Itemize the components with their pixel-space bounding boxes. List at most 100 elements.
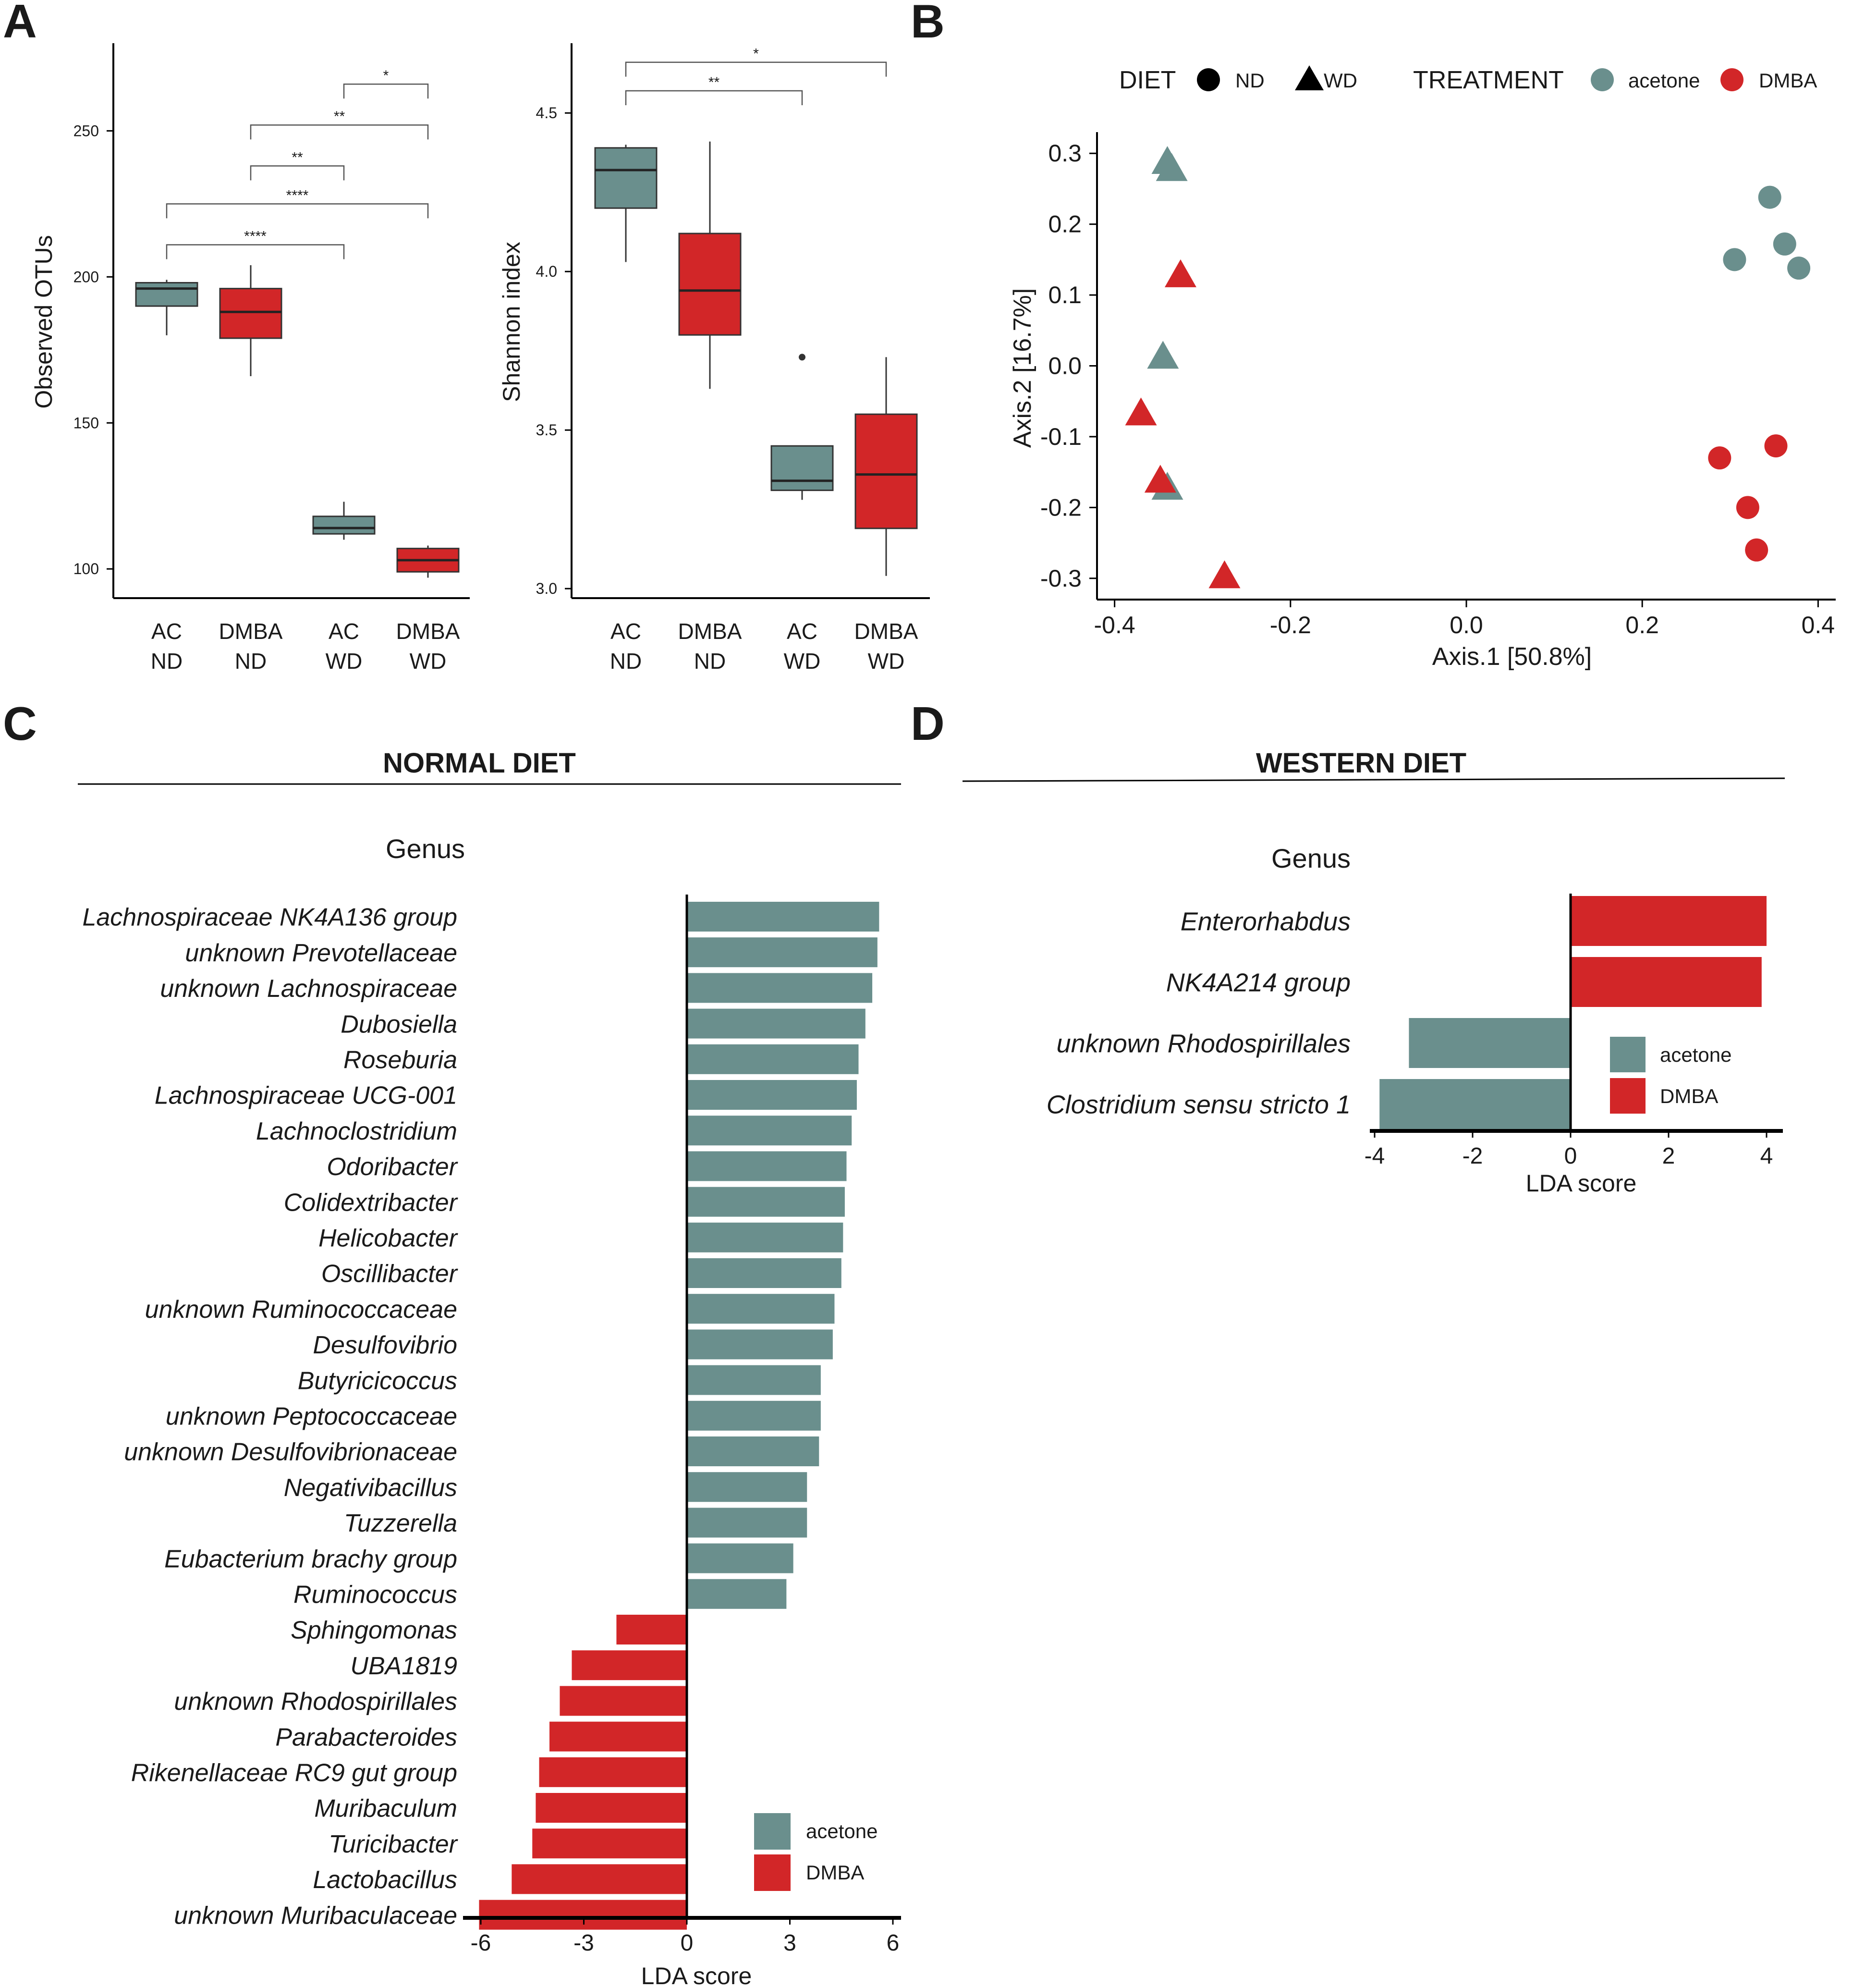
- bar-dmba: [532, 1828, 687, 1859]
- category-label-group: Enterorhabdus NK4A214 group unknown Rhodos…: [1047, 907, 1351, 1119]
- bar-dmba: [616, 1615, 687, 1644]
- bar-dmba: [479, 1900, 687, 1930]
- genus-label: Parabacteroides: [275, 1723, 457, 1751]
- significance-label: ****: [244, 228, 267, 244]
- legend-treatment-acetone: acetone: [1628, 69, 1700, 92]
- x-tick-label: DMBA: [678, 619, 742, 644]
- x-tick-label: ND: [694, 649, 726, 674]
- significance-label: *: [753, 46, 759, 62]
- significance-label: **: [292, 149, 303, 165]
- y-axis-label: Shannon index: [498, 242, 525, 402]
- significance-label: **: [334, 109, 345, 124]
- y-axis-label: Observed OTUs: [30, 235, 57, 408]
- significance-bracket: [250, 124, 429, 140]
- legend-treatment-title: TREATMENT: [1413, 66, 1564, 94]
- y-axis-title: Genus: [386, 834, 465, 864]
- bar-acetone: [687, 1294, 835, 1324]
- y-tick-group: 100 150 200 250: [73, 122, 113, 577]
- legend-diet-wd: WD: [1324, 69, 1357, 92]
- genus-label: Sphingomonas: [291, 1617, 457, 1644]
- significance-label: *: [383, 68, 389, 84]
- genus-label: Enterorhabdus: [1181, 907, 1351, 936]
- genus-label: Ruminococcus: [293, 1581, 457, 1609]
- legend-treatment-dmba: DMBA: [1759, 69, 1817, 92]
- bar-acetone: [687, 902, 879, 932]
- y-tick-label: 100: [73, 560, 99, 577]
- x-tick-label: AC: [151, 619, 182, 644]
- x-tick-label: AC: [787, 619, 817, 644]
- x-tick-label: AC: [610, 619, 641, 644]
- bar-acetone: [687, 1187, 845, 1217]
- genus-label: Lactobacillus: [313, 1866, 457, 1894]
- genus-label: unknown Desulfovibrionaceae: [124, 1438, 457, 1466]
- genus-label: Dubosiella: [341, 1010, 457, 1038]
- box-dmba: [219, 288, 282, 339]
- x-tick-label: -2: [1463, 1143, 1483, 1169]
- point-acetone-wd: [1156, 153, 1188, 181]
- y-tick-label: 150: [73, 414, 99, 431]
- bar-acetone: [687, 1080, 857, 1110]
- western-diet-lda-chart: WESTERN DIET Genus Enterorhabdus NK4A214 …: [962, 748, 1785, 1197]
- genus-label: unknown Peptococcaceae: [166, 1403, 457, 1431]
- bar-acetone: [687, 1472, 807, 1502]
- x-tick-label: -6: [471, 1930, 491, 1956]
- genus-label: Lachnospiraceae UCG-001: [155, 1082, 457, 1110]
- legend-dmba-label: DMBA: [1660, 1085, 1718, 1107]
- box-group: [135, 265, 460, 578]
- x-tick-label: DMBA: [219, 619, 283, 644]
- x-tick-label: WD: [410, 649, 447, 674]
- bar-acetone: [687, 973, 873, 1003]
- legend-circle-icon: [1197, 68, 1220, 91]
- legend-triangle-icon: [1295, 65, 1324, 90]
- point-dmba-wd: [1144, 465, 1176, 493]
- genus-label: unknown Lachnospiraceae: [160, 975, 457, 1003]
- box-acetone: [135, 282, 198, 307]
- x-tick-label: 0: [681, 1930, 694, 1956]
- bar-acetone: [687, 1436, 819, 1466]
- box-acetone: [594, 147, 658, 209]
- significance-label: ****: [286, 187, 309, 203]
- x-tick-label: DMBA: [396, 619, 460, 644]
- y-tick-label: -0.2: [1040, 494, 1082, 521]
- point-dmba-wd: [1125, 397, 1157, 426]
- genus-label: Colidextribacter: [284, 1189, 459, 1216]
- axis-tick-group: -0.4 -0.2 0.0 0.2 0.4 -0.3 -0.2 -0.1 0.0 0.1 0.2 0.…: [1040, 140, 1835, 638]
- outlier-point: [799, 354, 805, 361]
- x-tick-label: -4: [1365, 1143, 1385, 1169]
- panel-letter-a: A: [3, 0, 37, 48]
- category-label-group: Lachnospiraceae NK4A136 group unknown Pre…: [82, 904, 458, 1930]
- chart-title: WESTERN DIET: [1256, 748, 1466, 779]
- point-dmba-nd: [1745, 538, 1768, 562]
- genus-label: unknown Rhodospirillales: [1057, 1029, 1351, 1058]
- legend-acetone-label: acetone: [806, 1820, 878, 1842]
- point-dmba-nd: [1736, 496, 1759, 519]
- significance-bracket: [250, 165, 345, 181]
- x-tick-label: 0.0: [1450, 612, 1483, 638]
- bar-acetone: [687, 1116, 852, 1146]
- bar-dmba: [539, 1757, 687, 1787]
- x-tick-label: ND: [235, 649, 267, 674]
- pcoa-scatter: DIET ND WD TREATMENT acetone DMBA Axis.1…: [1009, 65, 1836, 671]
- genus-label: Muribaculum: [314, 1795, 457, 1823]
- x-axis-label: Axis.1 [50.8%]: [1432, 643, 1592, 671]
- genus-label: unknown Prevotellaceae: [185, 939, 457, 967]
- y-axis-label: Axis.2 [16.7%]: [1009, 288, 1036, 448]
- point-acetone-wd: [1147, 341, 1179, 369]
- box-dmba: [678, 233, 742, 336]
- x-tick-label: WD: [326, 649, 363, 674]
- x-tick-label-group: AC ND DMBA ND AC WD DMBA WD: [610, 619, 918, 674]
- y-tick-label: 200: [73, 268, 99, 285]
- genus-label: Roseburia: [343, 1046, 457, 1074]
- bar-acetone: [687, 1579, 787, 1609]
- x-tick-label: 0.4: [1802, 612, 1835, 638]
- box-acetone: [770, 445, 834, 491]
- panel-letter-d: D: [911, 697, 945, 750]
- bar-acetone: [687, 1044, 859, 1074]
- genus-label: Clostridium sensu stricto 1: [1047, 1090, 1351, 1119]
- y-tick-label: 3.5: [536, 421, 557, 439]
- y-tick-label: 4.5: [536, 104, 557, 122]
- bar-group: [1379, 896, 1767, 1129]
- box-dmba: [854, 413, 918, 529]
